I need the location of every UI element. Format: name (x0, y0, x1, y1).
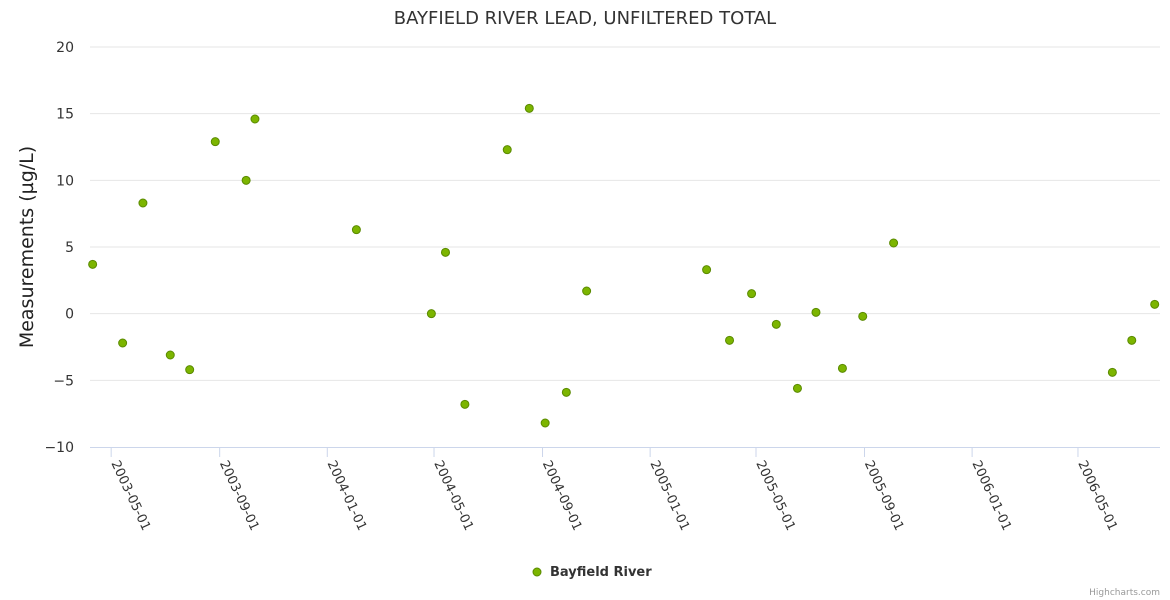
x-tick-label: 2005-05-01 (752, 458, 798, 533)
y-tick-label: 0 (65, 307, 74, 323)
data-point[interactable] (1107, 367, 1117, 377)
data-points (88, 103, 1160, 428)
y-axis-ticks: −10 −5 0 5 10 15 20 (44, 40, 74, 456)
x-tick-label: 2005-09-01 (861, 458, 907, 533)
data-point[interactable] (351, 225, 361, 235)
data-point[interactable] (540, 418, 550, 428)
data-point[interactable] (1150, 299, 1160, 309)
x-tick-label: 2006-01-01 (968, 458, 1014, 533)
data-point[interactable] (440, 247, 450, 257)
x-tick-label: 2004-01-01 (324, 458, 370, 533)
data-point[interactable] (889, 238, 899, 248)
x-tick-label: 2003-05-01 (108, 458, 154, 533)
data-point[interactable] (771, 319, 781, 329)
data-point[interactable] (837, 363, 847, 373)
legend-marker (532, 567, 542, 577)
data-point[interactable] (185, 365, 195, 375)
y-tick-label: −5 (53, 373, 74, 389)
data-point[interactable] (524, 103, 534, 113)
legend-label: Bayfield River (550, 565, 652, 580)
x-axis-ticks: 2003-05-01 2003-09-01 2004-01-01 2004-05-01… (108, 447, 1120, 533)
y-tick-label: 10 (56, 173, 74, 189)
x-tick-label: 2004-09-01 (539, 458, 585, 533)
data-point[interactable] (858, 311, 868, 321)
data-point[interactable] (502, 145, 512, 155)
data-point[interactable] (165, 350, 175, 360)
y-tick-label: 5 (65, 240, 74, 256)
data-point[interactable] (725, 335, 735, 345)
y-tick-label: 15 (56, 107, 74, 123)
data-point[interactable] (88, 259, 98, 269)
x-tick-label: 2005-01-01 (647, 458, 693, 533)
data-point[interactable] (460, 399, 470, 409)
y-axis-label: Measurements (µg/L) (16, 146, 38, 348)
data-point[interactable] (138, 198, 148, 208)
data-point[interactable] (702, 265, 712, 275)
chart-title: BAYFIELD RIVER LEAD, UNFILTERED TOTAL (394, 8, 776, 29)
credit-link[interactable]: Highcharts.com (1089, 588, 1160, 598)
data-point[interactable] (1127, 335, 1137, 345)
grid-lines (90, 46, 1160, 381)
data-point[interactable] (747, 289, 757, 299)
legend-item-bayfield-river[interactable]: Bayfield River (532, 565, 652, 580)
data-point[interactable] (118, 338, 128, 348)
y-tick-label: −10 (44, 440, 74, 456)
data-point[interactable] (241, 175, 251, 185)
x-tick-label: 2003-09-01 (216, 458, 262, 533)
y-tick-label: 20 (56, 40, 74, 56)
x-tick-label: 2004-05-01 (430, 458, 476, 533)
data-point[interactable] (426, 309, 436, 319)
data-point[interactable] (210, 137, 220, 147)
data-point[interactable] (561, 387, 571, 397)
x-tick-label: 2006-05-01 (1074, 458, 1120, 533)
data-point[interactable] (792, 383, 802, 393)
data-point[interactable] (811, 307, 821, 317)
data-point[interactable] (250, 114, 260, 124)
data-point[interactable] (582, 286, 592, 296)
